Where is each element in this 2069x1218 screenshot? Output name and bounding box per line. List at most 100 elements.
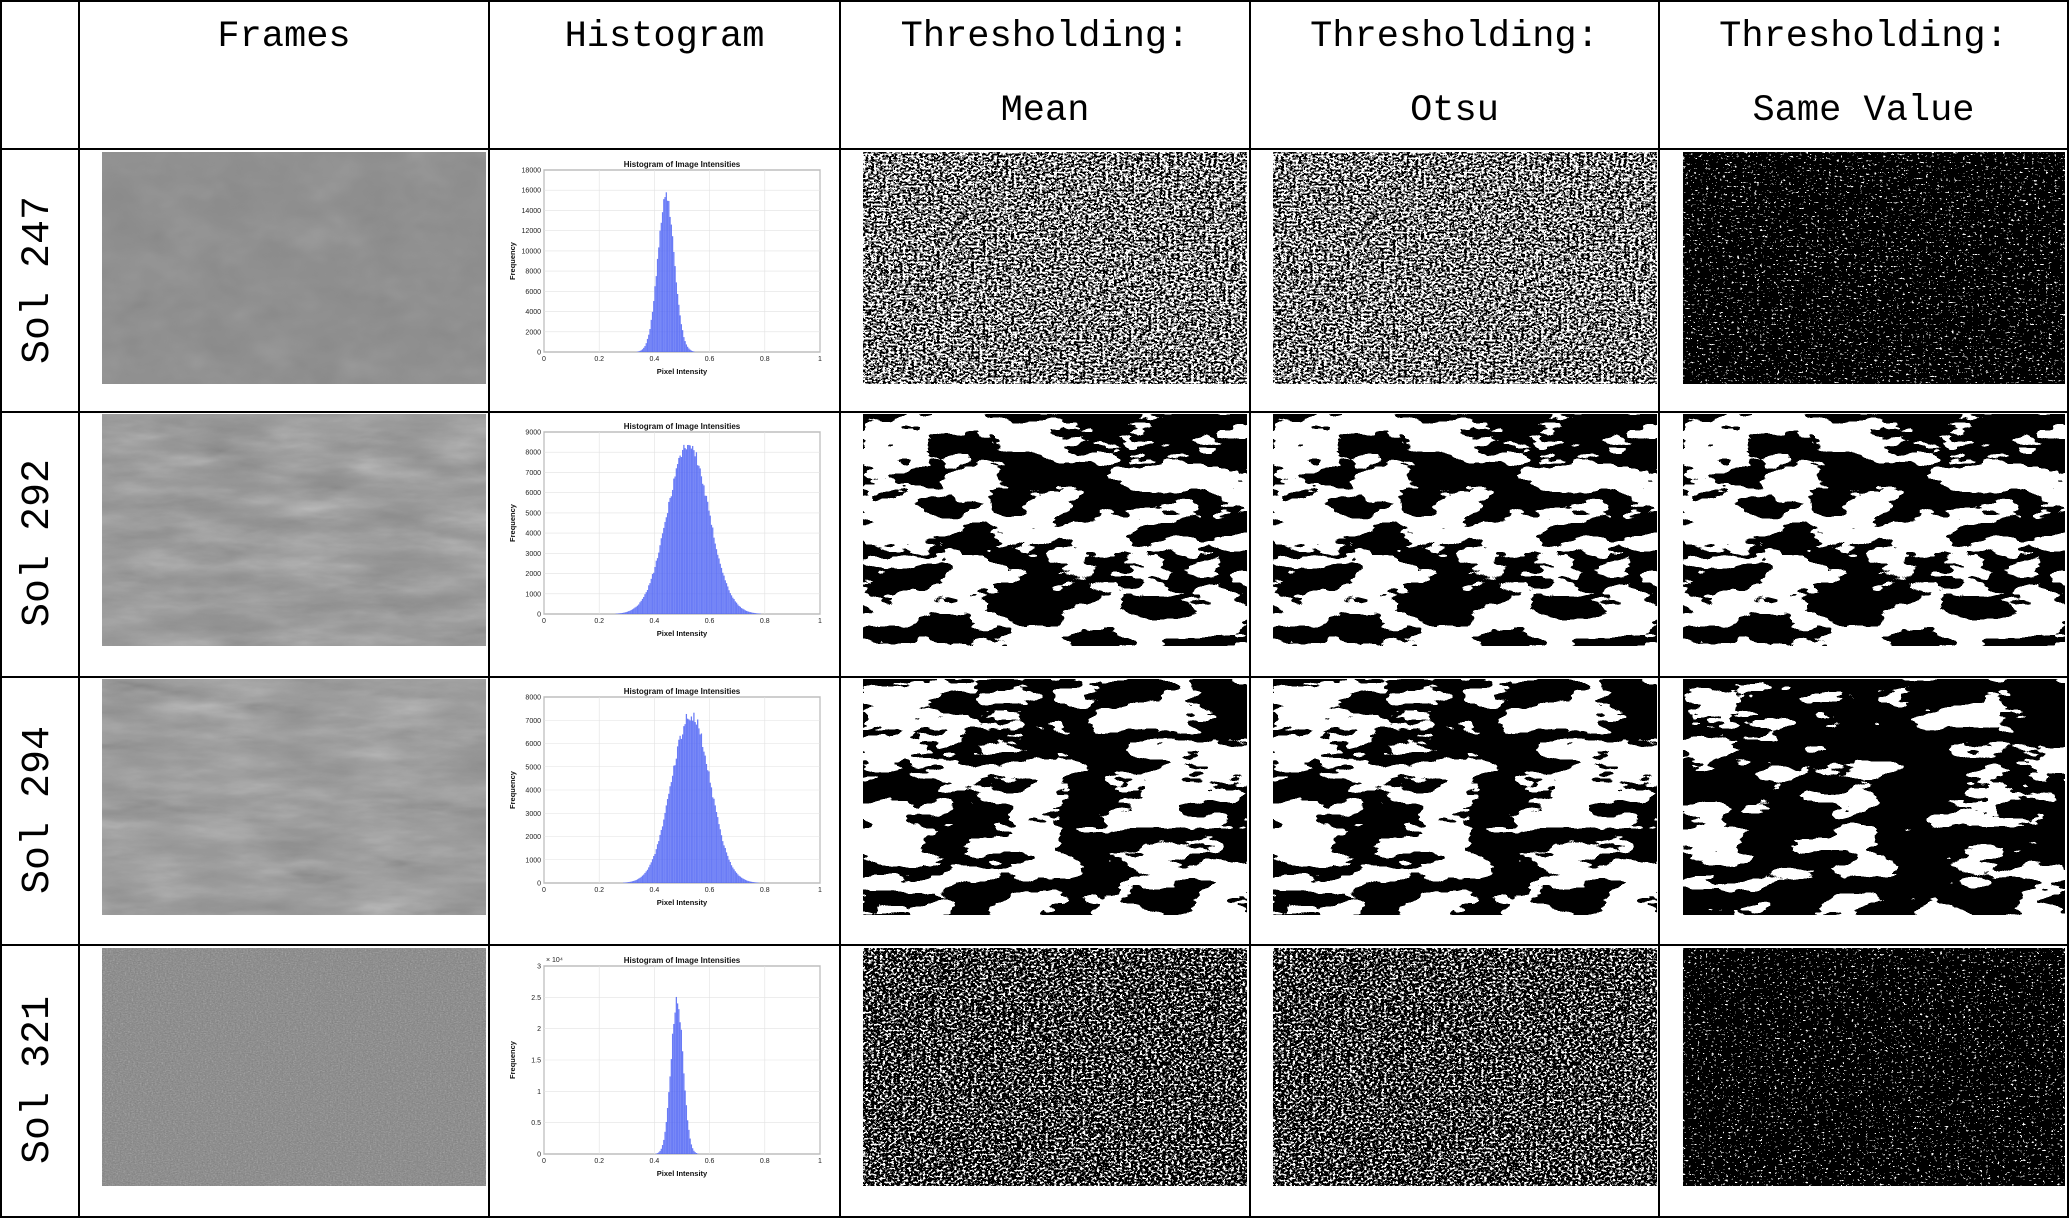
histogram-bar [748, 881, 750, 883]
histogram-y-tick-label: 0 [537, 881, 541, 888]
histogram-bar [679, 455, 681, 614]
histogram-bar [690, 350, 693, 352]
histogram-bar [660, 829, 662, 883]
histogram-bar [676, 746, 679, 883]
histogram-bar [740, 877, 743, 883]
row-label-sol-292: Sol 292 [16, 458, 61, 628]
histogram-bar [666, 1107, 669, 1154]
histogram-bar [747, 611, 749, 614]
histogram-x-tick-label: 1 [818, 887, 822, 894]
histogram-bar [715, 549, 718, 614]
threshold-image-mean [863, 414, 1247, 646]
threshold-image-mean [863, 152, 1247, 384]
frame-image-texture [102, 679, 486, 915]
histogram-y-tick-label: 1000 [525, 857, 541, 864]
histogram-y-tick-label: 14000 [522, 208, 542, 215]
histogram-bar [707, 770, 709, 883]
histogram-bar [738, 875, 740, 883]
histogram-bar [645, 592, 647, 614]
histogram-bar [665, 1122, 667, 1154]
histogram-bar [744, 879, 746, 883]
histogram-bar [683, 444, 685, 614]
histogram-bar [714, 805, 716, 883]
column-header-frames: Frames [217, 16, 351, 58]
histogram-bar [751, 881, 753, 883]
histogram-bar [728, 859, 730, 883]
histogram-bar [733, 869, 735, 883]
histogram-bar [628, 611, 630, 614]
histogram-bar [634, 607, 636, 614]
histogram-x-label: Pixel Intensity [657, 1169, 708, 1178]
histogram-bar [735, 602, 738, 614]
histogram-bar [664, 197, 666, 352]
histogram-bar [744, 610, 746, 614]
histogram-bar [678, 304, 680, 352]
histogram-bar [674, 266, 676, 352]
threshold-image-mean [863, 948, 1247, 1186]
histogram-y-tick-label: 1000 [525, 591, 541, 598]
histogram-bar [676, 293, 679, 352]
histogram-x-label: Pixel Intensity [657, 367, 708, 376]
histogram-bar [695, 1153, 698, 1154]
histogram-x-tick-label: 0.4 [650, 356, 660, 363]
histogram-x-tick-label: 0.8 [760, 356, 770, 363]
histogram-x-tick-label: 0.4 [650, 618, 660, 625]
histogram-y-tick-label: 18000 [522, 168, 542, 175]
threshold-image-otsu [1273, 948, 1657, 1186]
histogram-bar [735, 872, 738, 883]
histogram-title: Histogram of Image Intensities [624, 422, 741, 431]
histogram-bar [692, 1148, 694, 1154]
histogram-bar [687, 1120, 689, 1154]
histogram-bar [635, 606, 637, 614]
histogram-bar [707, 501, 709, 614]
histogram-x-tick-label: 0.6 [705, 887, 715, 894]
histogram-bar [616, 613, 619, 614]
histogram-x-tick-label: 0.2 [594, 618, 604, 625]
histogram-bar [625, 882, 627, 883]
histogram-x-tick-label: 0.2 [594, 1158, 604, 1165]
threshold-image-otsu [1273, 152, 1657, 384]
histogram-bar [723, 575, 725, 614]
histogram-bar [668, 793, 670, 883]
threshold-image-same [1683, 414, 2065, 646]
histogram-bar [644, 594, 646, 614]
histogram-bar [633, 608, 635, 614]
histogram-bar [732, 867, 734, 883]
histogram-y-tick-label: 5000 [525, 764, 541, 771]
histogram-bar [720, 835, 723, 883]
histogram-bar [639, 350, 641, 352]
histogram-bar [727, 586, 729, 614]
histogram-multiplier: × 10⁴ [546, 957, 563, 964]
histogram-bar [689, 445, 691, 614]
histogram-bar [719, 563, 721, 614]
histogram-x-tick-label: 0.8 [760, 887, 770, 894]
histogram-bar [674, 1012, 676, 1154]
histogram-bar [673, 478, 675, 614]
histogram-bar [684, 448, 686, 614]
histogram-x-tick-label: 0.8 [760, 1158, 770, 1165]
histogram-bar [718, 824, 720, 883]
histogram-y-tick-label: 4000 [525, 309, 541, 316]
histogram-bar [649, 329, 651, 352]
histogram-x-tick-label: 0.8 [760, 618, 770, 625]
histogram-bar [666, 200, 669, 352]
histogram-bar [643, 596, 645, 614]
histogram-bar [656, 1153, 659, 1154]
threshold-mask [1683, 679, 2065, 915]
histogram-bar [668, 1092, 670, 1154]
threshold-mask [863, 948, 1247, 1186]
frame-image [102, 948, 486, 1186]
table-border-bottom [0, 1216, 2069, 1218]
histogram-bar [737, 604, 739, 614]
histogram-bar [673, 1023, 675, 1154]
histogram-bar [645, 343, 647, 352]
row-label-sol-294: Sol 294 [16, 725, 61, 895]
histogram-y-tick-label: 2000 [525, 329, 541, 336]
histogram-bar [702, 746, 704, 883]
histogram-bar [640, 600, 642, 614]
histogram-bar [743, 879, 745, 883]
histogram-y-tick-label: 8000 [525, 269, 541, 276]
histogram-bar [660, 1148, 662, 1154]
histogram-bar [651, 311, 654, 352]
histogram-bar [669, 497, 671, 614]
